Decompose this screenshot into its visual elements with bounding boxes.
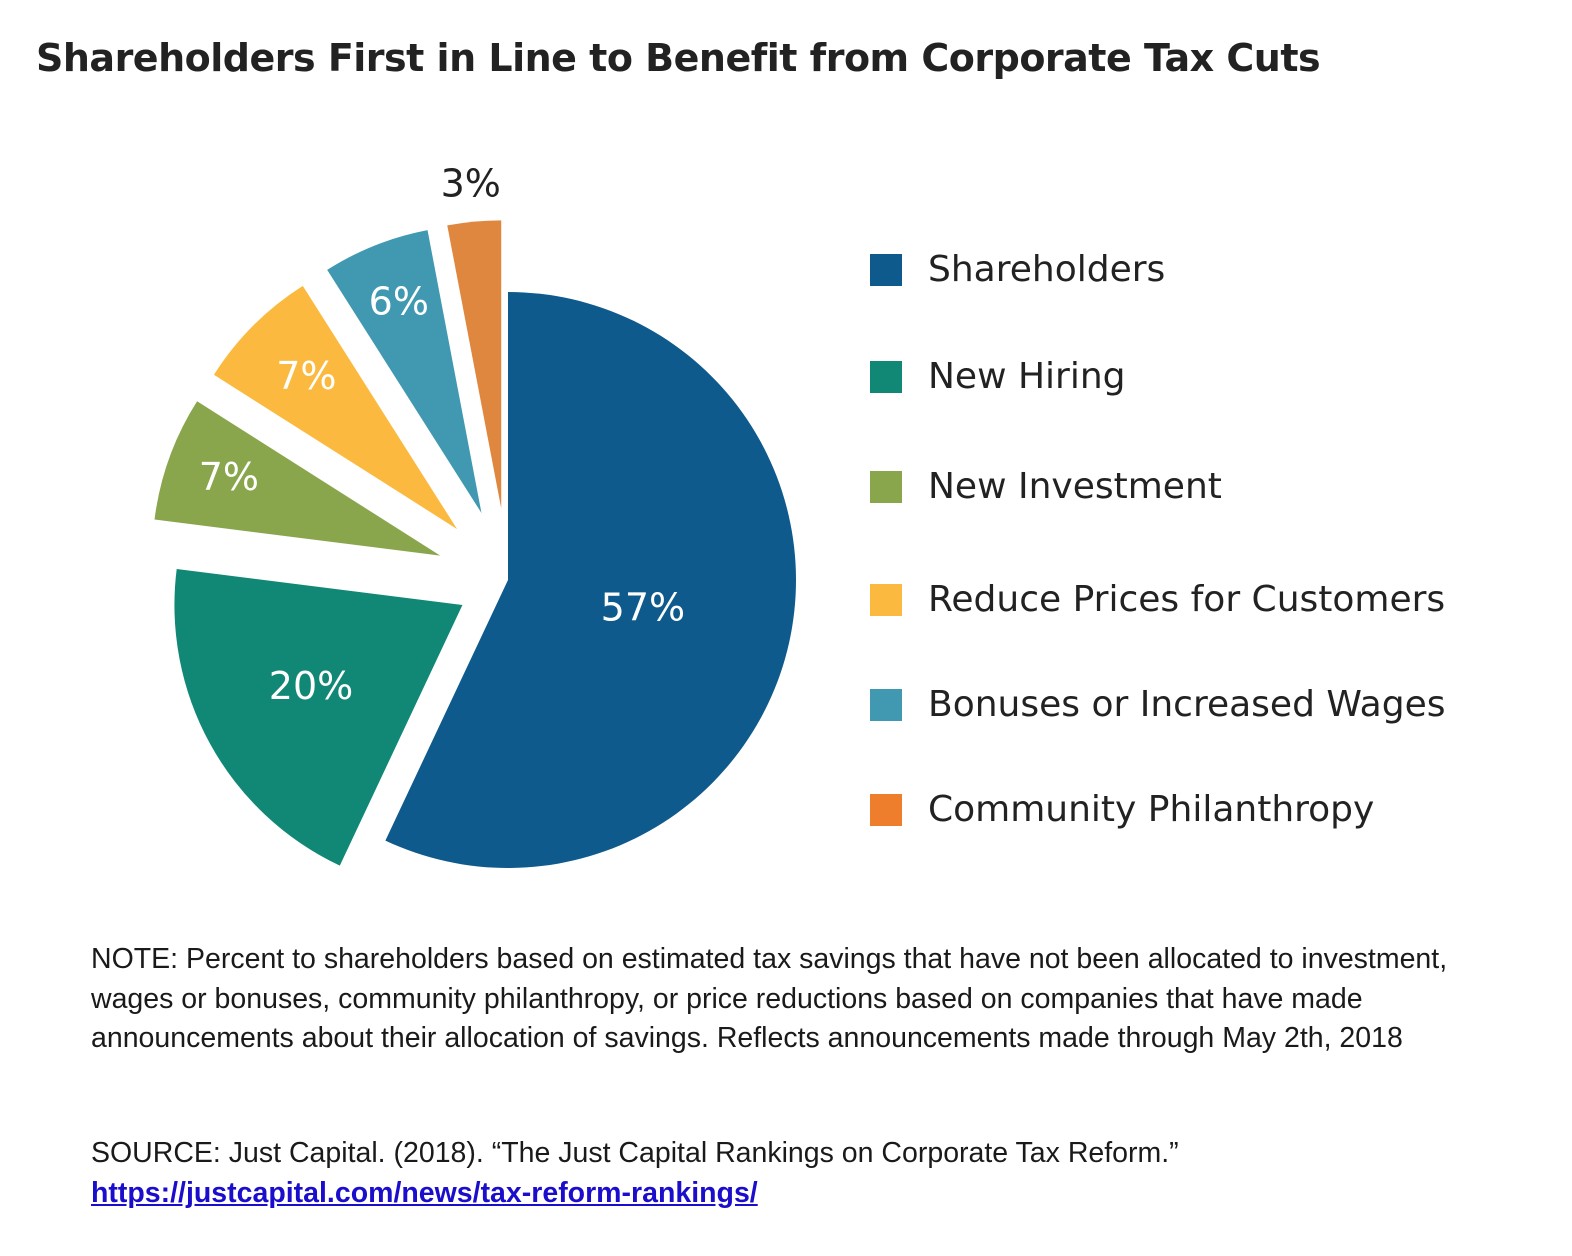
- legend-swatch: [870, 361, 902, 393]
- pie-slice-bonuses-or-increased-wages: [327, 230, 482, 514]
- legend-swatch: [870, 689, 902, 721]
- legend-swatch: [870, 254, 902, 286]
- slice-value-label: 57%: [601, 586, 685, 630]
- pie-slice-new-hiring: [174, 568, 463, 866]
- legend-label: Reduce Prices for Customers: [928, 579, 1446, 620]
- pie-slice-reduce-prices-for-customers: [213, 285, 458, 530]
- legend-label: Shareholders: [928, 249, 1166, 290]
- source-link[interactable]: https://justcapital.com/news/tax-reform-…: [91, 1176, 758, 1209]
- pie-slice-new-investment: [154, 401, 441, 556]
- pie-slice-shareholders: [385, 292, 796, 869]
- chart-title: Shareholders First in Line to Benefit fr…: [36, 36, 1321, 80]
- legend-label: Bonuses or Increased Wages: [928, 684, 1446, 725]
- legend-label: Community Philanthropy: [928, 789, 1375, 830]
- legend-label: New Investment: [928, 466, 1222, 507]
- pie-slice-community-philanthropy: [447, 220, 502, 509]
- legend-label: New Hiring: [928, 356, 1126, 397]
- source-citation: SOURCE: Just Capital. (2018). “The Just …: [91, 1137, 1179, 1169]
- slice-value-label: 7%: [276, 354, 336, 398]
- slice-value-label: 20%: [269, 664, 353, 708]
- slice-value-label: 7%: [199, 455, 259, 499]
- slice-value-label: 6%: [369, 280, 429, 324]
- chart-source: SOURCE: Just Capital. (2018). “The Just …: [91, 1134, 1521, 1213]
- slice-value-label: 3%: [441, 161, 501, 205]
- legend-swatch: [870, 471, 902, 503]
- legend-swatch: [870, 584, 902, 616]
- legend-swatch: [870, 794, 902, 826]
- chart-note: NOTE: Percent to shareholders based on e…: [91, 943, 1448, 1054]
